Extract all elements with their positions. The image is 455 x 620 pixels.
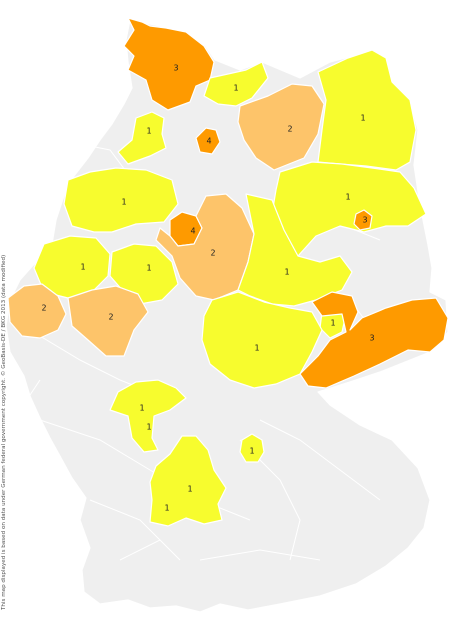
region-bielefeld — [109, 243, 179, 305]
region-ostholstein — [203, 61, 269, 107]
region-thuringia — [201, 291, 323, 389]
label-schleswig-north: 3 — [173, 64, 178, 73]
region-hamburg — [195, 127, 221, 155]
label-westphalia-north: 1 — [80, 263, 85, 272]
region-schleswig-north — [123, 17, 215, 111]
region-lower-saxony-south — [155, 193, 255, 301]
region-nuremberg — [239, 433, 265, 463]
label-leipzig: 1 — [330, 319, 335, 328]
region-vorpommern — [317, 49, 417, 171]
region-mecklenburg-west — [237, 83, 325, 171]
label-hanover: 4 — [190, 227, 195, 236]
label-berlin: 3 — [362, 216, 367, 225]
label-lower-saxony-south: 2 — [210, 249, 215, 258]
label-thuringia: 1 — [254, 344, 259, 353]
label-sauerland: 2 — [108, 313, 113, 322]
label-cuxhaven: 1 — [146, 127, 151, 136]
label-stuttgart-north: 1 — [187, 485, 192, 494]
label-hamburg: 4 — [206, 137, 211, 146]
copyright-credit: This map displayed is based on data unde… — [1, 254, 7, 610]
region-saxony — [299, 291, 449, 389]
label-rhine-main-north: 1 — [139, 404, 144, 413]
region-stuttgart — [149, 435, 227, 527]
region-westphalia-north — [33, 235, 111, 299]
label-nuremberg: 1 — [249, 447, 254, 456]
region-sauerland — [67, 285, 149, 357]
label-weser-ems: 1 — [121, 198, 126, 207]
label-saxony: 3 — [369, 334, 374, 343]
label-mecklenburg-west: 2 — [287, 125, 292, 134]
label-ostholstein: 1 — [233, 84, 238, 93]
label-brandenburg: 1 — [345, 193, 350, 202]
label-saxony-anhalt: 1 — [284, 268, 289, 277]
label-bielefeld: 1 — [146, 264, 151, 273]
label-rhine-main-south: 1 — [146, 423, 151, 432]
region-berlin — [353, 209, 373, 231]
region-rhineland — [7, 283, 67, 339]
region-cuxhaven — [117, 111, 167, 165]
label-stuttgart-south: 1 — [164, 504, 169, 513]
region-rhine-main — [109, 379, 187, 453]
label-vorpommern: 1 — [360, 114, 365, 123]
region-weser-ems — [63, 167, 179, 233]
label-rhineland: 2 — [41, 304, 46, 313]
